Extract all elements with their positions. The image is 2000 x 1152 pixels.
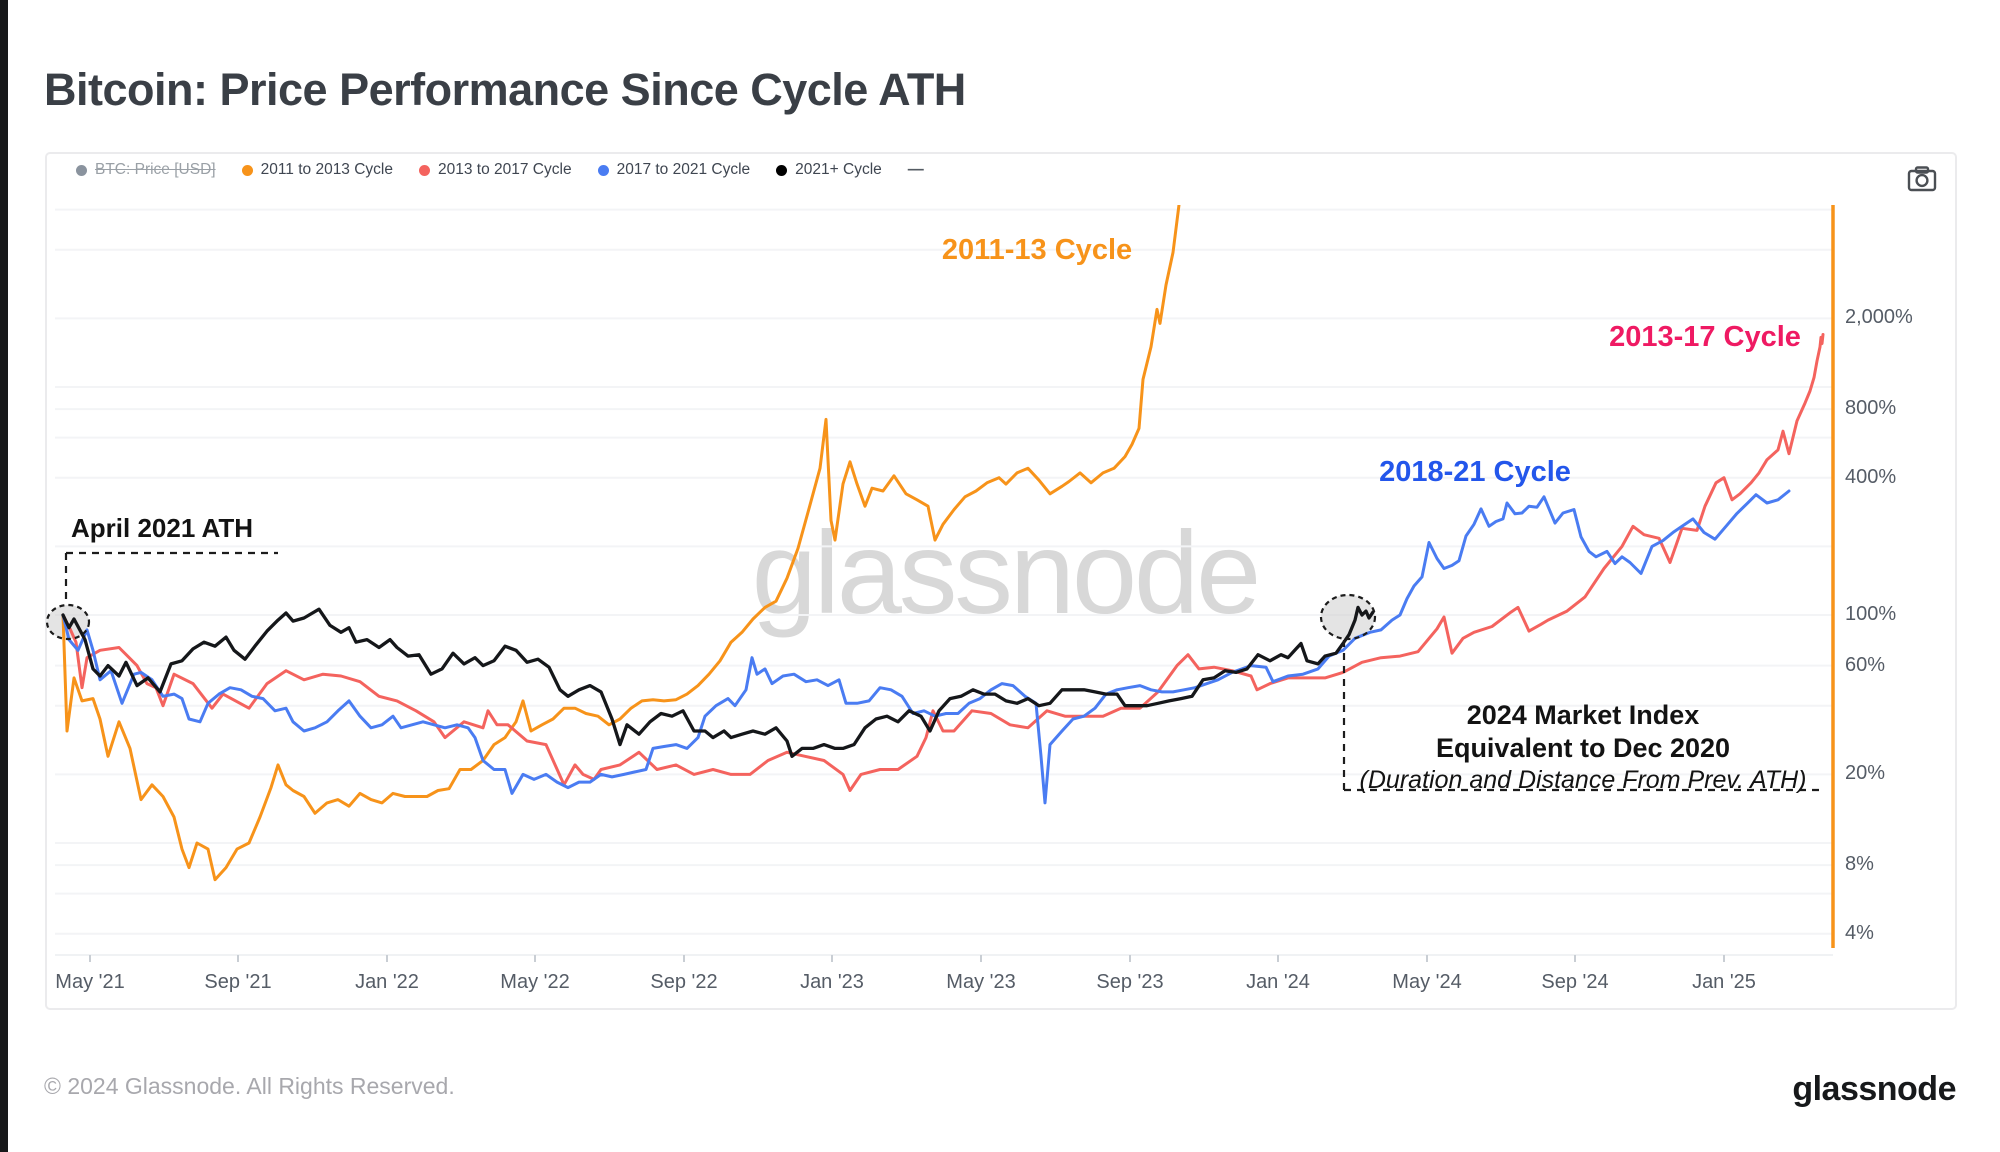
annotation-market-index-line1: 2024 Market Index <box>1466 700 1700 730</box>
x-tick-label: Jan '25 <box>1692 971 1756 993</box>
camera-icon <box>1907 165 1937 191</box>
x-tick-label: May '23 <box>946 971 1016 993</box>
annotation-april-2021-ath: April 2021 ATH <box>71 513 254 543</box>
legend-dot-icon <box>241 164 253 176</box>
window-edge-strip <box>0 0 8 1152</box>
y-tick-label: 2,000% <box>1845 306 1913 329</box>
copyright-text: © 2024 Glassnode. All Rights Reserved. <box>44 1073 455 1099</box>
annotation-2013-17-cycle: 2013-17 Cycle <box>1609 321 1801 353</box>
legend-dot-icon <box>597 164 609 176</box>
y-tick-label: 4% <box>1845 921 1874 944</box>
annotation-2011-13-cycle: 2011-13 Cycle <box>941 234 1133 266</box>
glassnode-logo: glassnode <box>1792 1070 1956 1108</box>
legend-item-label: 2021+ Cycle <box>795 161 882 178</box>
legend-item-2013-to-2017-cycle[interactable]: 2013 to 2017 Cycle <box>419 161 572 179</box>
legend-item-2017-to-2021-cycle[interactable]: 2017 to 2021 Cycle <box>597 161 751 179</box>
x-tick-label: Sep '22 <box>650 971 718 993</box>
y-tick-label: 100% <box>1845 603 1897 625</box>
x-tick-label: Sep '24 <box>1541 971 1609 993</box>
x-tick-label: Jan '24 <box>1246 971 1310 993</box>
x-tick-label: May '24 <box>1392 971 1462 993</box>
legend-more-control[interactable]: — <box>907 161 924 178</box>
legend-item-2021-cycle[interactable]: 2021+ Cycle <box>776 161 882 179</box>
y-tick-label: 400% <box>1845 465 1897 488</box>
legend-item-label: 2017 to 2021 Cycle <box>616 161 751 178</box>
legend-item-label: BTC: Price [USD] <box>95 161 216 178</box>
legend-item-2011-to-2013-cycle[interactable]: 2011 to 2013 Cycle <box>241 161 393 179</box>
annotation-2018-21-cycle: 2018-21 Cycle <box>1379 456 1571 488</box>
x-tick-label: Sep '21 <box>204 971 272 993</box>
legend-item-btc-price-usd-[interactable]: BTC: Price [USD] <box>76 161 216 179</box>
x-tick-label: Jan '23 <box>800 971 864 993</box>
x-tick-label: May '21 <box>55 971 125 993</box>
chart-legend: BTC: Price [USD] 2011 to 2013 Cycle 2013 t… <box>76 161 924 179</box>
x-tick-label: May '22 <box>500 971 570 993</box>
page-title: Bitcoin: Price Performance Since Cycle A… <box>44 64 966 116</box>
legend-dot-icon <box>76 164 87 176</box>
glassnode-watermark: glassnode <box>751 507 1261 639</box>
y-tick-label: 800% <box>1845 397 1897 420</box>
export-screenshot-button[interactable] <box>1902 163 1944 197</box>
legend-item-label: 2011 to 2013 Cycle <box>260 161 393 178</box>
legend-dot-icon <box>419 164 430 176</box>
legend-dot-icon <box>776 164 788 176</box>
y-tick-label: 8% <box>1845 853 1874 876</box>
y-tick-label: 60% <box>1845 653 1886 676</box>
y-tick-label: 20% <box>1845 762 1886 785</box>
annotation-market-index-line2: Equivalent to Dec 2020 <box>1435 733 1731 763</box>
annotation-market-index-line3: (Duration and Distance From Prev. ATH) <box>1359 766 1807 794</box>
x-tick-label: Jan '22 <box>355 971 419 993</box>
legend-item-label: 2013 to 2017 Cycle <box>438 161 572 178</box>
x-tick-label: Sep '23 <box>1096 971 1164 993</box>
